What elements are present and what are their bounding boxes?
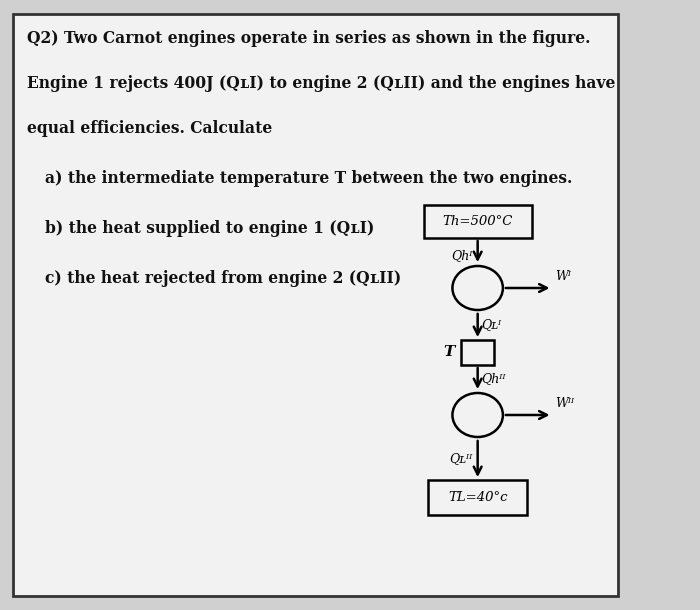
Text: b) the heat supplied to engine 1 (QʟI): b) the heat supplied to engine 1 (QʟI) xyxy=(45,220,375,237)
Text: Th=500°C: Th=500°C xyxy=(442,215,513,228)
FancyBboxPatch shape xyxy=(461,340,494,365)
Ellipse shape xyxy=(452,393,503,437)
Text: Qʟᴵ: Qʟᴵ xyxy=(482,318,501,331)
Text: Qʟᴵᴵ: Qʟᴵᴵ xyxy=(449,452,472,465)
Text: Qhᴵᴵ: Qhᴵᴵ xyxy=(482,373,506,386)
Text: Wᴵᴵ: Wᴵᴵ xyxy=(555,397,574,410)
Text: Wᴵ: Wᴵ xyxy=(555,270,571,283)
Text: c) the heat rejected from engine 2 (QʟII): c) the heat rejected from engine 2 (QʟII… xyxy=(45,270,401,287)
Text: Qhᴵ: Qhᴵ xyxy=(451,249,473,262)
Text: TL=40°c: TL=40°c xyxy=(448,491,508,504)
FancyBboxPatch shape xyxy=(428,480,527,515)
Text: Q2) Two Carnot engines operate in series as shown in the figure.: Q2) Two Carnot engines operate in series… xyxy=(27,30,591,47)
FancyBboxPatch shape xyxy=(13,14,618,596)
Text: a) the intermediate temperature T between the two engines.: a) the intermediate temperature T betwee… xyxy=(45,170,573,187)
FancyBboxPatch shape xyxy=(424,205,532,238)
Text: equal efficiencies. Calculate: equal efficiencies. Calculate xyxy=(27,120,272,137)
Ellipse shape xyxy=(452,266,503,310)
Text: T: T xyxy=(443,345,454,359)
Text: Engine 1 rejects 400J (QʟI) to engine 2 (QʟII) and the engines have: Engine 1 rejects 400J (QʟI) to engine 2 … xyxy=(27,75,615,92)
